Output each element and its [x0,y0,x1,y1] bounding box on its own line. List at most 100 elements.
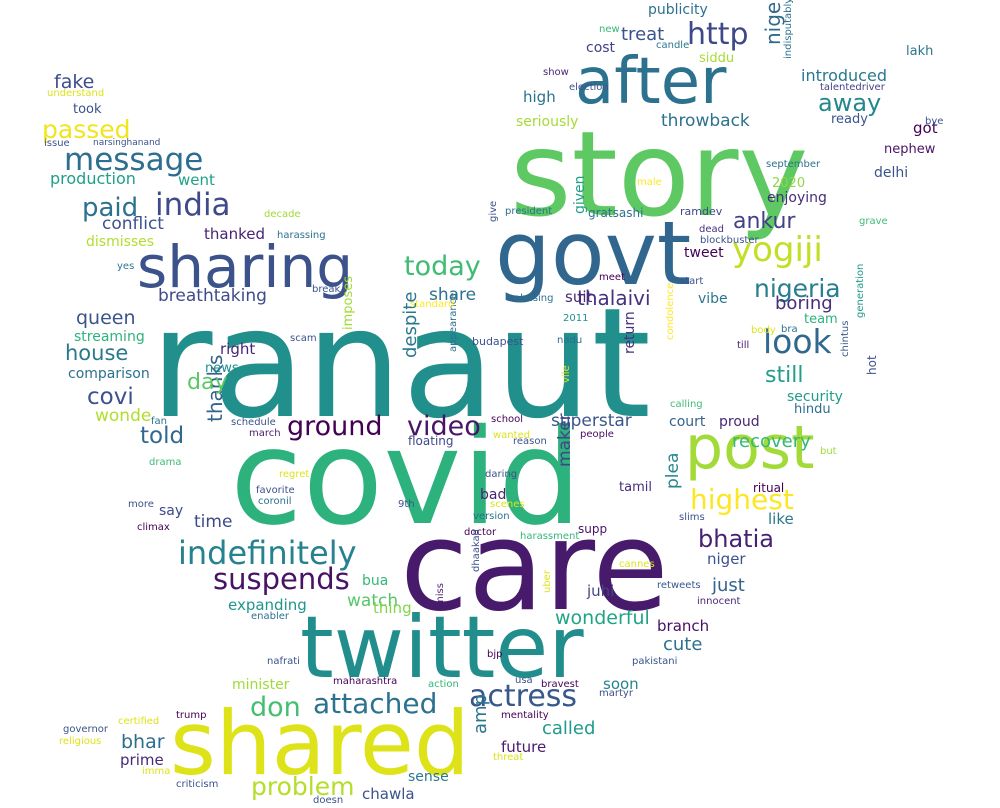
cloud-word: court [669,414,706,430]
cloud-word: coronil [258,496,292,507]
cloud-word: decade [264,209,301,220]
cloud-word: version [473,511,510,522]
cloud-word: highest [690,483,794,516]
cloud-word: told [140,423,185,449]
cloud-word: bye [925,116,944,127]
cloud-word: production [50,169,136,188]
cloud-word: religious [59,736,102,747]
cloud-word: govt [495,202,692,305]
cloud-word: blockbuster [700,235,759,246]
cloud-word: 2020 [772,176,806,191]
cloud-word: people [580,429,614,440]
cloud-word: return [622,311,638,354]
cloud-word: look [763,322,832,361]
cloud-word: streaming [74,329,145,345]
cloud-word: hot [865,355,879,375]
cloud-word: nafrati [267,656,300,667]
cloud-word: breathtaking [158,286,267,306]
cloud-word: wonde [95,406,152,426]
cloud-word: vibe [698,291,728,307]
cloud-word: time [194,512,233,532]
cloud-word: thing [373,599,412,617]
cloud-word: certified [118,716,160,727]
cloud-word: tweet [684,245,724,261]
cloud-word: paid [82,193,139,223]
cloud-word: prime [120,751,164,769]
cloud-word: wanted [493,430,531,441]
cloud-word: more [128,499,154,510]
cloud-word: post [685,413,815,483]
cloud-word: away [818,89,882,117]
cloud-word: slims [679,512,705,523]
cloud-word: give [488,200,499,222]
cloud-word: bjp [487,649,503,660]
cloud-word: video [407,411,481,442]
cloud-word: went [178,171,215,189]
cloud-word: dismisses [86,234,155,250]
cloud-word: bra [781,324,798,335]
cloud-word: yes [117,261,135,272]
cloud-word: pakistani [632,656,678,667]
cloud-word: bad [480,487,507,503]
cloud-word: condolence [665,282,676,340]
cloud-word: shared [170,692,470,795]
cloud-word: plea [663,452,683,489]
cloud-word: juhi [587,582,615,600]
cloud-word: story [510,105,809,243]
cloud-word: delhi [874,165,909,181]
cloud-word: superstar [551,411,632,431]
cloud-word: ankur [733,209,796,234]
cloud-word: fake [54,71,95,93]
cloud-word: understand [47,88,105,99]
cloud-word: after [575,45,727,119]
cloud-word: ground [287,411,383,442]
cloud-word: covid [230,401,582,555]
cloud-word: grave [859,216,888,227]
cloud-word: new [599,24,620,35]
cloud-word: ready [831,112,868,127]
cloud-word: thanked [204,225,265,243]
cloud-word: hindu [794,402,831,417]
cloud-word: harassing [277,230,326,241]
cloud-word: meet [599,272,625,283]
cloud-word: enjoying [767,190,827,206]
cloud-word: today [404,251,481,282]
cloud-word: house [65,341,129,365]
cloud-word: queen [76,307,136,329]
cloud-word: http [687,17,749,52]
cloud-word: india [155,187,231,223]
cloud-word: throwback [661,111,750,131]
cloud-word: expanding [228,596,307,614]
cloud-word: break [312,284,341,295]
cloud-word: dhaakad [471,528,482,572]
cloud-word: election [569,82,609,93]
cloud-word: indisputably [783,0,794,59]
cloud-word: harassment [520,531,580,542]
cloud-word: nigerian [761,0,785,45]
cloud-word: minister [232,677,290,693]
cloud-word: male [637,177,662,188]
cloud-word: president [505,206,553,217]
cloud-word: news [205,361,239,376]
cloud-word: budapest [472,335,524,348]
cloud-word: usa [515,675,533,686]
cloud-word: given [572,175,588,214]
cloud-word: suit [565,288,593,306]
cloud-word: share [429,285,477,305]
cloud-word: day [187,370,228,395]
cloud-word: threat [493,752,524,763]
cloud-word: abusing [514,293,554,304]
cloud-word: nephew [884,142,936,157]
cloud-word: doctor [464,527,497,538]
cloud-word: ritual [753,481,785,495]
cloud-word: climax [137,522,170,533]
cloud-word: conflict [102,214,164,234]
cloud-word: regret [279,469,310,480]
cloud-word: bua [362,573,389,589]
cloud-word: gratsashi [588,206,644,220]
cloud-word: school [491,414,524,425]
cloud-word: criticism [176,779,219,790]
cloud-word: supp [578,522,608,536]
cloud-word: fan [151,416,167,427]
cloud-word: sense [408,769,449,785]
